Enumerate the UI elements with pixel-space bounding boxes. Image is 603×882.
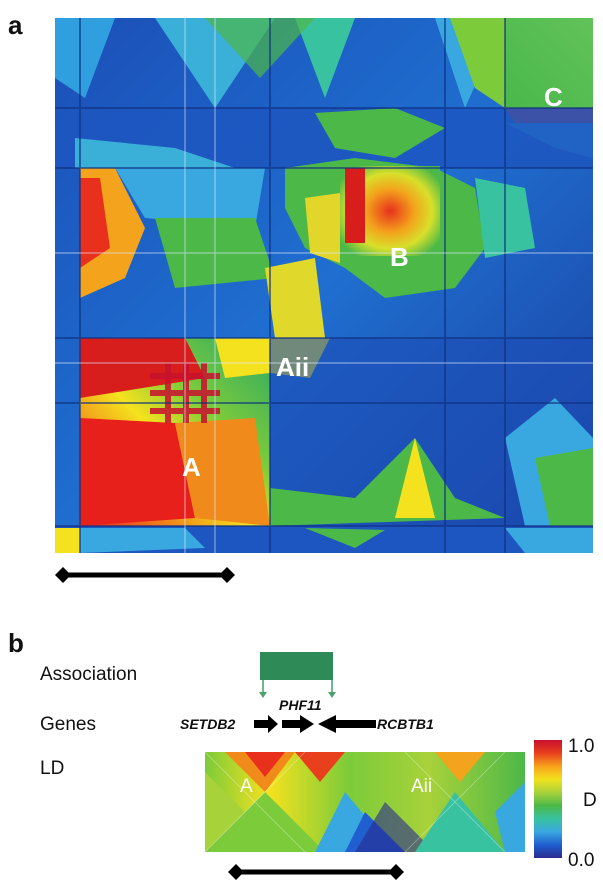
gene-label-rcbtb1: RCBTB1 [377,716,434,732]
colorbar-max-label: 1.0 [568,736,595,757]
ld-label-aii: Aii [411,776,433,797]
association-region [255,650,340,700]
gene-arrows [252,712,380,736]
ld-heatmap-a [55,18,593,553]
panel-letter-a: a [8,10,23,40]
colorbar-min-label: 0.0 [568,850,595,871]
heatmap-label-a: A [182,452,201,482]
gene-arrow-phf11 [282,715,314,733]
ld-strip-b-graphic [205,752,525,852]
heatmap-label-aii: Aii [276,352,310,382]
gene-arrow-setdb2 [254,715,278,733]
ld-strip-b [205,752,525,852]
colorbar-title: D [583,790,597,811]
row-label-genes: Genes [40,714,96,735]
ld-heatmap-a-graphic [55,18,593,553]
gene-label-setdb2: SETDB2 [180,716,236,732]
scale-bar-b [228,862,404,882]
heatmap-label-c: C [544,82,563,112]
gene-arrow-rcbtb1 [318,715,376,733]
scale-bar-a [55,565,235,585]
heatmap-label-b: B [390,242,409,272]
gene-label-phf11: PHF11 [279,697,322,713]
row-label-association: Association [40,664,138,685]
colorbar [534,740,562,858]
ld-label-a: A [240,776,253,797]
panel-letter-b: b [8,628,24,658]
row-label-ld: LD [40,758,65,779]
